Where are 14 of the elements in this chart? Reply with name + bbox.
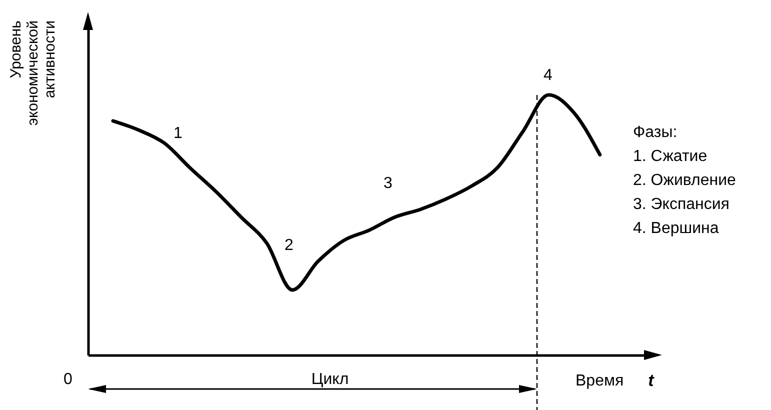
text: 0 <box>64 371 73 388</box>
x-axis-title: Время <box>576 372 624 390</box>
text: 4. Вершина <box>633 220 719 237</box>
annotation: 2 <box>284 237 294 254</box>
text: 2. Оживление <box>633 172 736 189</box>
text: Фазы: <box>633 124 678 141</box>
text: 3. Экспансия <box>633 196 730 213</box>
text: 1. Сжатие <box>633 148 708 165</box>
annotation: 3 <box>384 175 393 192</box>
y-axis-title: Уровень экономической активности <box>8 20 58 126</box>
text: t <box>648 371 656 390</box>
text: Цикл <box>311 371 349 388</box>
annotation: 1 <box>174 125 183 142</box>
text: 4 <box>544 67 553 84</box>
